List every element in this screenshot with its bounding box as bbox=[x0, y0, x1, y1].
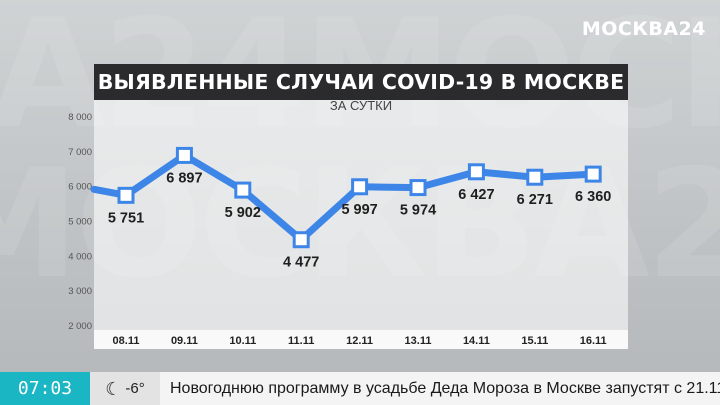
clock: 07:03 bbox=[0, 372, 90, 405]
data-point bbox=[467, 163, 485, 181]
data-label: 6 427 bbox=[458, 187, 494, 203]
x-tick-label: 13.11 bbox=[405, 335, 432, 347]
data-point bbox=[584, 165, 602, 183]
data-label: 4 477 bbox=[283, 255, 319, 271]
data-point bbox=[292, 231, 310, 249]
x-tick-label: 08.11 bbox=[113, 335, 140, 347]
y-tick-label: 4 000 bbox=[68, 251, 92, 262]
data-label: 6 897 bbox=[166, 170, 202, 186]
x-tick-label: 12.11 bbox=[346, 335, 373, 347]
data-label: 5 974 bbox=[400, 203, 436, 219]
x-tick-label: 16.11 bbox=[580, 335, 607, 347]
data-point bbox=[117, 186, 135, 204]
y-tick-label: 5 000 bbox=[68, 217, 92, 228]
x-tick-label: 09.11 bbox=[171, 335, 198, 347]
y-tick-label: 7 000 bbox=[68, 147, 92, 158]
temperature: -6° bbox=[125, 380, 145, 397]
x-tick-label: 15.11 bbox=[521, 335, 548, 347]
data-label: 6 271 bbox=[517, 192, 553, 208]
x-tick-label: 14.11 bbox=[463, 335, 490, 347]
chart-panel bbox=[94, 96, 628, 349]
news-ticker: 07:03 ☾ -6° Новогоднюю программу в усадь… bbox=[0, 372, 720, 405]
data-label: 5 902 bbox=[225, 205, 261, 221]
x-axis-strip bbox=[94, 330, 628, 349]
data-point bbox=[175, 146, 193, 164]
series-line bbox=[90, 151, 597, 244]
chart-subtitle: ЗА СУТКИ bbox=[329, 98, 393, 113]
moon-icon: ☾ bbox=[105, 378, 122, 399]
x-tick-label: 11.11 bbox=[288, 335, 314, 347]
chart-title: ВЫЯВЛЕННЫЕ СЛУЧАИ COVID-19 В МОСКВЕ bbox=[94, 64, 628, 100]
data-point bbox=[409, 179, 427, 197]
y-tick-label: 3 000 bbox=[68, 286, 92, 297]
ticker-headline: Новогоднюю программу в усадьбе Деда Моро… bbox=[170, 379, 720, 397]
data-point bbox=[234, 181, 252, 199]
x-tick-label: 10.11 bbox=[229, 335, 256, 347]
data-point bbox=[351, 178, 369, 196]
data-label: 5 751 bbox=[108, 210, 144, 226]
data-label: 5 997 bbox=[341, 202, 377, 218]
data-label: 6 360 bbox=[575, 189, 611, 205]
channel-logo: МОСКВА24 bbox=[581, 18, 706, 40]
weather-widget: ☾ -6° bbox=[90, 372, 160, 405]
y-tick-label: 6 000 bbox=[68, 182, 92, 193]
y-tick-label: 2 000 bbox=[68, 321, 92, 332]
data-point bbox=[526, 168, 544, 186]
y-tick-label: 8 000 bbox=[68, 112, 92, 123]
